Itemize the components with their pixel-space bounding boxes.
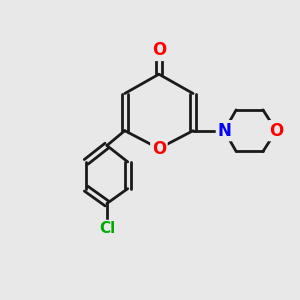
Text: O: O [269, 122, 284, 140]
Text: O: O [152, 41, 166, 59]
Text: Cl: Cl [99, 221, 115, 236]
Text: N: N [218, 122, 231, 140]
Text: O: O [152, 140, 166, 158]
